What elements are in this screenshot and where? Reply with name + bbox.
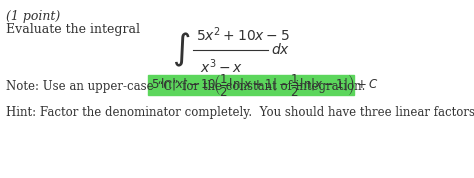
FancyBboxPatch shape — [147, 75, 354, 95]
Text: $5x^2 + 10x - 5$: $5x^2 + 10x - 5$ — [197, 25, 290, 44]
Text: Hint: Factor the denominator completely.  You should have three linear factors.: Hint: Factor the denominator completely.… — [6, 106, 474, 119]
Text: Evaluate the integral: Evaluate the integral — [6, 23, 140, 36]
Text: Note: Use an upper-case “C” for the constant of integration.: Note: Use an upper-case “C” for the cons… — [6, 80, 365, 93]
Text: $\int$: $\int$ — [172, 31, 191, 69]
Text: (1 point): (1 point) — [6, 10, 60, 23]
Text: $5\,\ln|x| - 10\!\left(\dfrac{1}{2}\ln|x+1| - \dfrac{1}{2}\ln|x-1|\right) + C$: $5\,\ln|x| - 10\!\left(\dfrac{1}{2}\ln|x… — [151, 72, 379, 98]
Text: $dx$: $dx$ — [272, 43, 291, 57]
Text: $x^3 - x$: $x^3 - x$ — [200, 57, 243, 76]
